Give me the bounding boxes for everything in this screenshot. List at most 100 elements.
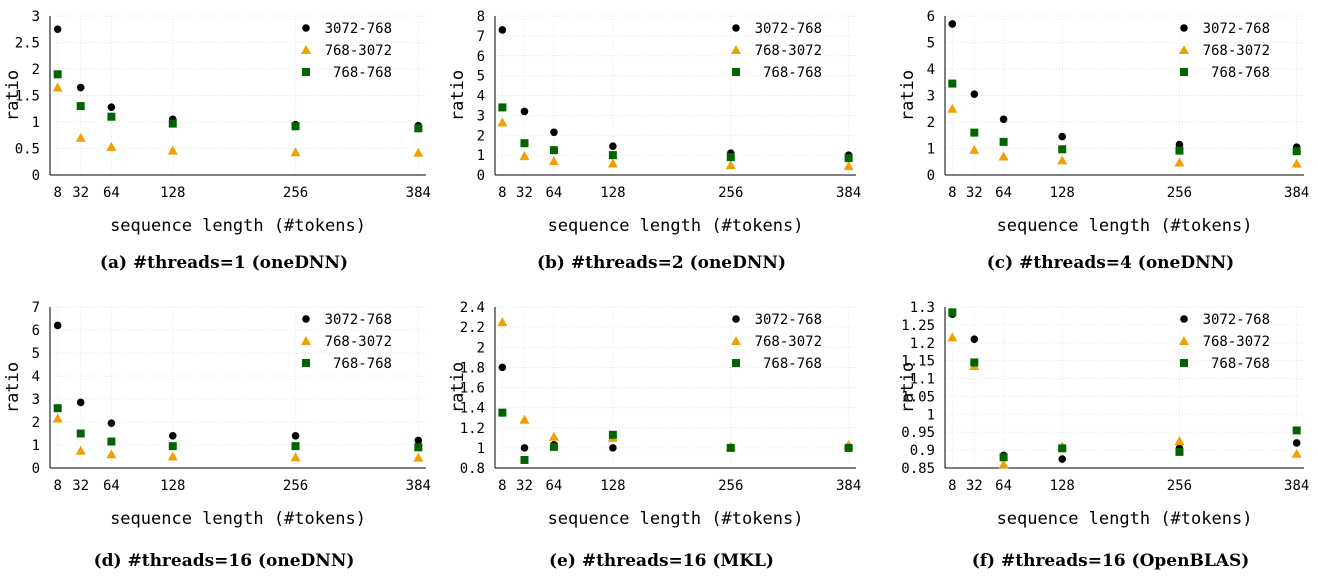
x-tick-label: 128 <box>160 185 185 201</box>
x-tick-label: 64 <box>995 478 1012 494</box>
data-point-768-3072 <box>519 414 530 424</box>
data-point-768-3072 <box>413 452 424 462</box>
data-point-768-3072 <box>998 151 1009 161</box>
y-tick-label: 2.2 <box>460 320 485 336</box>
x-tick-label: 8 <box>498 185 506 201</box>
data-point-768-3072 <box>548 431 559 441</box>
legend-marker-768-768 <box>732 359 740 367</box>
subfigure-caption: (c) #threads=4 (oneDNN) <box>987 253 1234 273</box>
x-tick-label: 128 <box>1050 185 1075 201</box>
data-point-3072-768 <box>53 321 62 330</box>
y-axis-label: ratio <box>898 362 918 413</box>
data-point-768-768 <box>1175 146 1184 155</box>
x-tick-label: 384 <box>1284 185 1309 201</box>
legend-label: 768-3072 <box>1203 334 1270 350</box>
y-tick-label: 1.25 <box>901 318 935 334</box>
data-point-768-768 <box>291 442 300 451</box>
y-tick-label: 2 <box>477 340 485 356</box>
x-axis-label: sequence length (#tokens) <box>997 509 1253 529</box>
legend-label: 768-768 <box>333 356 392 372</box>
data-point-768-768 <box>498 408 507 417</box>
chart-panel-4: 0.8 1 1.2 1.4 1.6 1.8 2 2.2 2.4 8 32 64 128 256 384 rat… <box>448 300 861 571</box>
data-point-768-3072 <box>725 160 736 170</box>
data-point-768-768 <box>498 103 507 112</box>
data-point-768-3072 <box>843 161 854 171</box>
y-tick-label: 1.5 <box>15 89 40 105</box>
y-tick-label: 6 <box>32 323 40 339</box>
y-tick-label: 4 <box>477 89 485 105</box>
data-point-3072-768 <box>291 432 300 440</box>
subfigure-caption: (d) #threads=16 (oneDNN) <box>94 551 355 571</box>
data-point-768-768 <box>291 122 300 131</box>
x-tick-label: 32 <box>72 185 89 201</box>
legend-marker-768-768 <box>302 359 310 367</box>
x-tick-label: 384 <box>836 185 861 201</box>
data-point-768-768 <box>999 453 1008 462</box>
x-axis-label: sequence length (#tokens) <box>110 509 366 529</box>
x-tick-label: 128 <box>1050 478 1075 494</box>
legend-label: 768-3072 <box>325 43 392 59</box>
data-point-3072-768 <box>1292 439 1301 447</box>
x-tick-label: 64 <box>995 185 1012 201</box>
data-point-768-3072 <box>75 445 86 455</box>
legend-marker-768-768 <box>732 68 740 76</box>
x-tick-label: 8 <box>498 478 506 494</box>
data-point-768-3072 <box>947 103 958 113</box>
x-tick-label: 384 <box>406 185 431 201</box>
data-point-768-3072 <box>1174 157 1185 167</box>
data-point-768-768 <box>608 430 617 439</box>
data-point-768-768 <box>1058 145 1067 154</box>
data-point-768-768 <box>844 154 853 163</box>
y-tick-label: 4 <box>927 62 935 78</box>
x-tick-label: 384 <box>836 478 861 494</box>
x-tick-label: 32 <box>966 478 983 494</box>
data-point-768-3072 <box>1291 448 1302 458</box>
data-point-3072-768 <box>1058 132 1067 141</box>
y-tick-label: 2 <box>32 62 40 78</box>
legend-marker-768-3072 <box>731 336 741 345</box>
y-axis-label: ratio <box>448 70 468 121</box>
data-point-768-768 <box>970 358 979 367</box>
data-point-3072-768 <box>609 142 617 150</box>
legend-label: 768-768 <box>1211 356 1270 372</box>
y-tick-label: 1 <box>32 115 40 131</box>
x-tick-label: 8 <box>948 478 956 494</box>
x-tick-label: 384 <box>1284 478 1309 494</box>
x-tick-label: 256 <box>283 478 308 494</box>
y-axis-label: ratio <box>448 362 468 413</box>
legend-marker-3072-768 <box>302 315 310 323</box>
y-axis-label: ratio <box>3 362 23 413</box>
chart-panel-3: 0 1 2 3 4 5 6 7 8 32 64 128 256 384 ratio sequence leng… <box>3 300 431 571</box>
x-tick-label: 128 <box>600 478 625 494</box>
legend-label: 768-3072 <box>755 334 822 350</box>
y-tick-label: 3 <box>32 392 40 408</box>
data-point-768-3072 <box>1291 158 1302 168</box>
legend-marker-3072-768 <box>1180 315 1188 323</box>
x-tick-label: 32 <box>72 478 89 494</box>
data-point-768-768 <box>948 308 957 317</box>
y-tick-label: 1.2 <box>910 336 935 352</box>
legend-label: 3072-768 <box>325 21 392 37</box>
data-point-768-768 <box>999 137 1008 146</box>
y-tick-label: 0.9 <box>910 443 935 459</box>
x-tick-label: 32 <box>966 185 983 201</box>
data-point-768-3072 <box>497 117 508 127</box>
x-tick-label: 256 <box>283 185 308 201</box>
data-point-768-3072 <box>106 449 117 459</box>
x-tick-label: 8 <box>53 185 61 201</box>
data-point-768-3072 <box>519 151 530 161</box>
legend-label: 3072-768 <box>755 21 822 37</box>
legend-marker-3072-768 <box>1180 24 1188 32</box>
data-point-768-768 <box>168 119 177 128</box>
y-tick-label: 7 <box>32 300 40 316</box>
data-point-768-768 <box>76 429 85 438</box>
legend-marker-3072-768 <box>302 24 310 32</box>
data-point-768-768 <box>107 112 116 121</box>
legend-marker-768-3072 <box>301 45 311 54</box>
y-tick-label: 1 <box>927 142 935 158</box>
x-tick-label: 64 <box>546 185 563 201</box>
subfigure-caption: (e) #threads=16 (MKL) <box>549 551 774 571</box>
x-tick-label: 8 <box>53 478 61 494</box>
data-point-768-3072 <box>290 452 301 462</box>
data-point-3072-768 <box>550 128 558 137</box>
